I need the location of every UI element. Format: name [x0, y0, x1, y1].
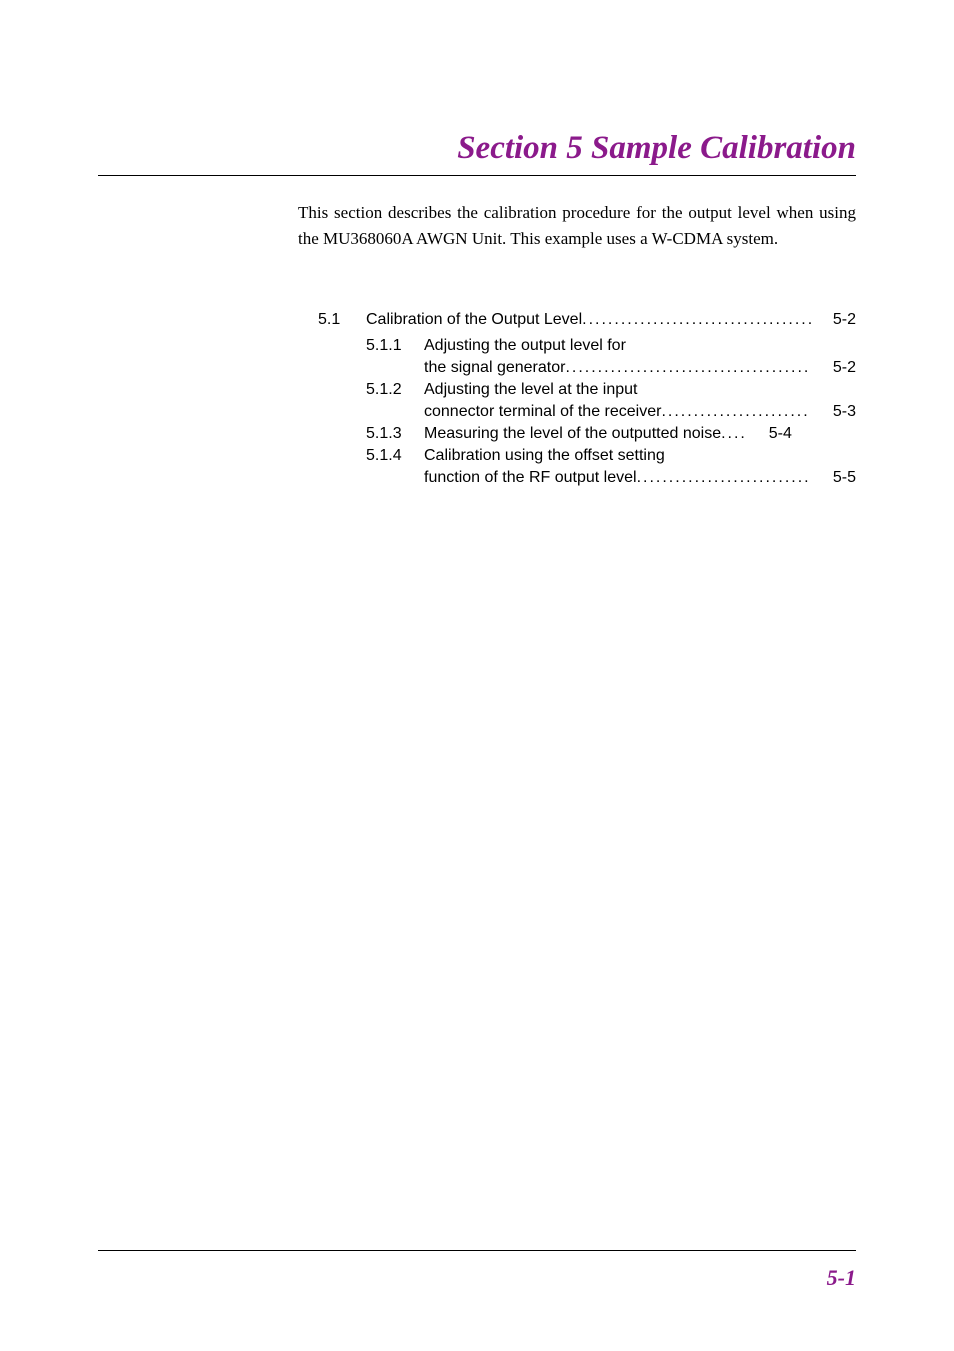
toc-sub-page: 5-4: [747, 425, 792, 443]
toc-sub-number: 5.1.3: [366, 425, 424, 443]
toc-main-entry: 5.1 Calibration of the Output Level ....…: [318, 311, 856, 329]
toc-sub-entry: 5.1.4 Calibration using the offset setti…: [366, 447, 856, 465]
section-title: Section 5 Sample Calibration: [98, 130, 856, 176]
toc-sub-number: 5.1.2: [366, 381, 424, 399]
toc-dots: ........................................…: [637, 469, 811, 487]
toc-sub-entry: 5.1.3 Measuring the level of the outputt…: [366, 425, 856, 443]
toc-sub-entry: 5.1.1 Adjusting the output level for: [366, 337, 856, 355]
toc-sub-entry: 5.1.2 Adjusting the level at the input: [366, 381, 856, 399]
toc-sub-page: 5-5: [811, 469, 856, 487]
toc-sub-title-line1: Adjusting the output level for: [424, 337, 626, 355]
toc-sub-page: 5-3: [811, 403, 856, 421]
toc-sub-title-line2: connector terminal of the receiver: [424, 403, 661, 421]
toc-sub-number: 5.1.4: [366, 447, 424, 465]
table-of-contents: 5.1 Calibration of the Output Level ....…: [318, 311, 856, 487]
toc-dots: ........................................…: [582, 311, 811, 329]
toc-main-page: 5-2: [811, 311, 856, 329]
toc-sub-title-line2: the signal generator: [424, 359, 565, 377]
toc-sub-continuation: function of the RF output level ........…: [424, 469, 856, 487]
toc-main-title: Calibration of the Output Level: [366, 311, 582, 329]
toc-sub-page: 5-2: [811, 359, 856, 377]
intro-paragraph: This section describes the calibration p…: [298, 200, 856, 251]
toc-sub-continuation: the signal generator ...................…: [424, 359, 856, 377]
toc-sub-title-line1: Measuring the level of the outputted noi…: [424, 425, 721, 443]
toc-main-number: 5.1: [318, 311, 366, 329]
toc-dots: ........................................…: [661, 403, 811, 421]
toc-sub-title-line1: Adjusting the level at the input: [424, 381, 637, 399]
toc-sub-continuation: connector terminal of the receiver .....…: [424, 403, 856, 421]
toc-sub-title-line1: Calibration using the offset setting: [424, 447, 665, 465]
footer-divider: [98, 1250, 856, 1251]
toc-sub-number: 5.1.1: [366, 337, 424, 355]
toc-dots: ....: [721, 425, 747, 443]
page-number: 5-1: [827, 1265, 856, 1291]
toc-dots: ........................................…: [565, 359, 811, 377]
page-container: Section 5 Sample Calibration This sectio…: [0, 0, 954, 1351]
toc-sub-title-line2: function of the RF output level: [424, 469, 637, 487]
